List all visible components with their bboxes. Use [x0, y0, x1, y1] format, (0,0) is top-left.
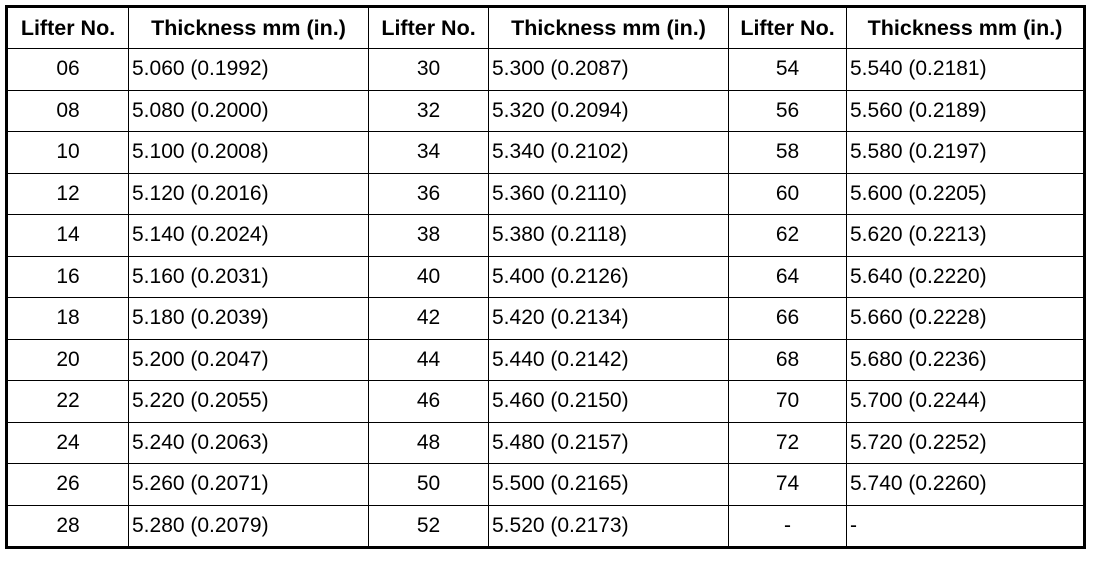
thickness-cell: 5.520 (0.2173)	[488, 504, 729, 548]
thickness-cell: 5.300 (0.2087)	[488, 48, 729, 91]
thickness-cell: 5.700 (0.2244)	[846, 380, 1085, 423]
lifter-cell: 06	[6, 48, 129, 91]
thickness-cell: 5.280 (0.2079)	[128, 504, 369, 548]
lifter-cell: 74	[728, 463, 847, 506]
lifter-cell: 52	[368, 504, 489, 548]
thickness-cell: -	[846, 504, 1085, 548]
lifter-cell: 14	[6, 214, 129, 257]
lifter-cell: 70	[728, 380, 847, 423]
lifter-cell: 42	[368, 297, 489, 340]
lifter-cell: 22	[6, 380, 129, 423]
thickness-cell: 5.260 (0.2071)	[128, 463, 369, 506]
thickness-cell: 5.380 (0.2118)	[488, 214, 729, 257]
table-row: 28 5.280 (0.2079) 52 5.520 (0.2173) - -	[6, 504, 1085, 548]
header-cell: Thickness mm (in.)	[488, 6, 729, 49]
lifter-cell: 72	[728, 421, 847, 464]
lifter-cell: 34	[368, 131, 489, 174]
thickness-cell: 5.440 (0.2142)	[488, 338, 729, 381]
thickness-cell: 5.480 (0.2157)	[488, 421, 729, 464]
lifter-cell: 16	[6, 255, 129, 298]
thickness-cell: 5.580 (0.2197)	[846, 131, 1085, 174]
thickness-cell: 5.660 (0.2228)	[846, 297, 1085, 340]
lifter-cell: 68	[728, 338, 847, 381]
thickness-cell: 5.540 (0.2181)	[846, 48, 1085, 91]
thickness-cell: 5.180 (0.2039)	[128, 297, 369, 340]
lifter-cell: 66	[728, 297, 847, 340]
table-row: 22 5.220 (0.2055) 46 5.460 (0.2150) 70 5.700 …	[6, 380, 1085, 423]
thickness-cell: 5.600 (0.2205)	[846, 172, 1085, 215]
header-cell: Lifter No.	[728, 6, 847, 49]
lifter-cell: 64	[728, 255, 847, 298]
table-row: 26 5.260 (0.2071) 50 5.500 (0.2165) 74 5.740 …	[6, 463, 1085, 506]
thickness-cell: 5.400 (0.2126)	[488, 255, 729, 298]
thickness-cell: 5.500 (0.2165)	[488, 463, 729, 506]
thickness-cell: 5.560 (0.2189)	[846, 89, 1085, 132]
lifter-cell: 26	[6, 463, 129, 506]
thickness-cell: 5.240 (0.2063)	[128, 421, 369, 464]
header-cell: Thickness mm (in.)	[128, 6, 369, 49]
thickness-cell: 5.060 (0.1992)	[128, 48, 369, 91]
lifter-cell: 62	[728, 214, 847, 257]
thickness-cell: 5.420 (0.2134)	[488, 297, 729, 340]
lifter-cell: 56	[728, 89, 847, 132]
thickness-cell: 5.120 (0.2016)	[128, 172, 369, 215]
thickness-cell: 5.160 (0.2031)	[128, 255, 369, 298]
lifter-cell: 12	[6, 172, 129, 215]
lifter-cell: 38	[368, 214, 489, 257]
thickness-cell: 5.680 (0.2236)	[846, 338, 1085, 381]
thickness-cell: 5.740 (0.2260)	[846, 463, 1085, 506]
thickness-cell: 5.720 (0.2252)	[846, 421, 1085, 464]
header-row: Lifter No. Thickness mm (in.) Lifter No. Th…	[6, 6, 1085, 49]
lifter-cell: 10	[6, 131, 129, 174]
lifter-cell: 58	[728, 131, 847, 174]
thickness-cell: 5.360 (0.2110)	[488, 172, 729, 215]
lifter-cell: 46	[368, 380, 489, 423]
lifter-cell: 50	[368, 463, 489, 506]
table-row: 12 5.120 (0.2016) 36 5.360 (0.2110) 60 5.600 …	[6, 172, 1085, 215]
table-row: 20 5.200 (0.2047) 44 5.440 (0.2142) 68 5.680 …	[6, 338, 1085, 381]
thickness-cell: 5.460 (0.2150)	[488, 380, 729, 423]
lifter-cell: 18	[6, 297, 129, 340]
lifter-cell: -	[728, 504, 847, 548]
lifter-cell: 36	[368, 172, 489, 215]
table-row: 24 5.240 (0.2063) 48 5.480 (0.2157) 72 5.720 …	[6, 421, 1085, 464]
header-cell: Lifter No.	[6, 6, 129, 49]
thickness-cell: 5.100 (0.2008)	[128, 131, 369, 174]
thickness-cell: 5.320 (0.2094)	[488, 89, 729, 132]
lifter-cell: 24	[6, 421, 129, 464]
lifter-cell: 08	[6, 89, 129, 132]
table-body: 06 5.060 (0.1992) 30 5.300 (0.2087) 54 5.540 …	[6, 48, 1085, 548]
lifter-cell: 20	[6, 338, 129, 381]
thickness-cell: 5.340 (0.2102)	[488, 131, 729, 174]
thickness-cell: 5.220 (0.2055)	[128, 380, 369, 423]
lifter-cell: 48	[368, 421, 489, 464]
table-row: 14 5.140 (0.2024) 38 5.380 (0.2118) 62 5.620 …	[6, 214, 1085, 257]
lifter-cell: 60	[728, 172, 847, 215]
thickness-cell: 5.200 (0.2047)	[128, 338, 369, 381]
thickness-cell: 5.080 (0.2000)	[128, 89, 369, 132]
lifter-table: Lifter No. Thickness mm (in.) Lifter No. Th…	[5, 5, 1086, 549]
table-row: 08 5.080 (0.2000) 32 5.320 (0.2094) 56 5.560 …	[6, 89, 1085, 132]
lifter-cell: 40	[368, 255, 489, 298]
lifter-cell: 44	[368, 338, 489, 381]
lifter-cell: 30	[368, 48, 489, 91]
thickness-cell: 5.640 (0.2220)	[846, 255, 1085, 298]
lifter-cell: 32	[368, 89, 489, 132]
table-row: 16 5.160 (0.2031) 40 5.400 (0.2126) 64 5.640 …	[6, 255, 1085, 298]
table-row: 10 5.100 (0.2008) 34 5.340 (0.2102) 58 5.580 …	[6, 131, 1085, 174]
thickness-cell: 5.140 (0.2024)	[128, 214, 369, 257]
thickness-cell: 5.620 (0.2213)	[846, 214, 1085, 257]
lifter-cell: 28	[6, 504, 129, 548]
table-row: 06 5.060 (0.1992) 30 5.300 (0.2087) 54 5.540 …	[6, 48, 1085, 91]
header-cell: Lifter No.	[368, 6, 489, 49]
lifter-cell: 54	[728, 48, 847, 91]
header-cell: Thickness mm (in.)	[846, 6, 1085, 49]
table-row: 18 5.180 (0.2039) 42 5.420 (0.2134) 66 5.660 …	[6, 297, 1085, 340]
